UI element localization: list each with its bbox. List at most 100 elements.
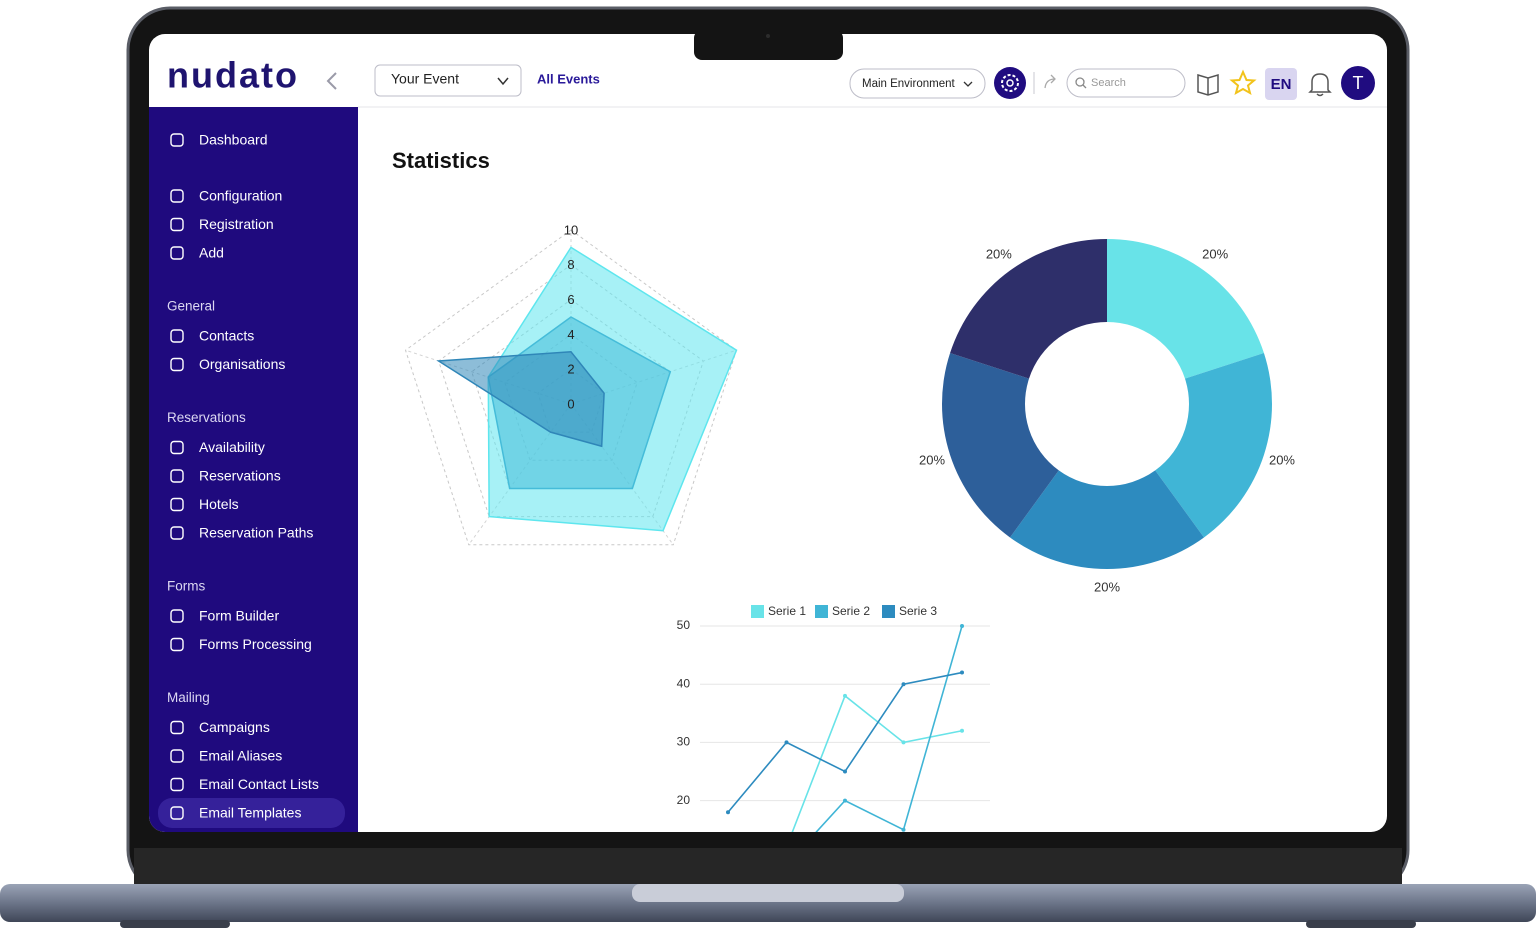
menu-item[interactable]: Form Builder [199, 608, 279, 624]
menu-item[interactable]: Campaigns [199, 719, 270, 735]
radar-grid [404, 229, 738, 546]
menu-icon [170, 469, 184, 483]
y-tick-label: 50 [677, 618, 691, 632]
radar-tick-label: 0 [567, 396, 574, 411]
sidebar-section-title: Mailing [167, 690, 210, 705]
charts: 0 2 4 6 8 10 20% 20% 20% 20% 20% 20 30 40 50 Serie 1 Ser… [404, 222, 1295, 832]
sidebar [149, 107, 358, 832]
sidebar-section-title: Reservations [167, 410, 246, 425]
legend-swatch [882, 605, 895, 618]
dropdown-icon [497, 77, 509, 86]
line-point [901, 682, 906, 687]
menu-item[interactable]: Email Aliases [199, 748, 282, 764]
menu-icon [170, 246, 184, 260]
language-button[interactable] [1265, 68, 1297, 100]
settings-button[interactable] [994, 67, 1026, 99]
search-box[interactable] [1066, 68, 1186, 98]
radar-tick-label: 10 [564, 222, 578, 237]
menu-item[interactable]: Dashboard [199, 132, 268, 148]
menu-item[interactable]: Email Contact Lists [199, 776, 319, 792]
menu-item[interactable]: Configuration [199, 188, 282, 204]
donut-label: 20% [1094, 579, 1120, 594]
environment-select-label: Main Environment [862, 78, 955, 90]
search-icon [1075, 77, 1085, 87]
menu-item[interactable]: Reservation Paths [199, 525, 313, 541]
donut-slice [942, 353, 1059, 538]
menu-icon [170, 777, 184, 792]
menu-item[interactable]: Contacts [199, 328, 254, 344]
legend-label: Serie 2 [832, 604, 870, 618]
share-button[interactable] [1044, 74, 1056, 89]
y-tick-label: 30 [677, 735, 691, 749]
menu-icon [170, 189, 184, 203]
donut-label: 20% [986, 247, 1012, 262]
camera-notch [694, 30, 843, 60]
menu-item[interactable]: Forms Processing [199, 636, 312, 652]
docs-button[interactable] [1197, 73, 1219, 96]
gear-icon [1001, 74, 1019, 92]
avatar[interactable] [1341, 66, 1375, 100]
y-tick-label: 20 [677, 793, 691, 807]
menu-icon [170, 720, 184, 735]
favorite-button[interactable] [1229, 69, 1257, 96]
sidebar-menu: Dashboard Configuration Registration Add Gen… [158, 132, 345, 828]
dropdown-icon [963, 81, 973, 87]
environment-select[interactable] [849, 68, 986, 99]
menu-item[interactable]: Organisations [199, 356, 285, 372]
donut-slice [1155, 353, 1272, 538]
all-events-link[interactable]: All Events [537, 71, 600, 86]
line-point [843, 769, 847, 774]
camera [766, 34, 770, 38]
page-title: Statistics [392, 148, 490, 173]
sidebar-section-title: Forms [167, 579, 205, 594]
menu-icon [170, 749, 184, 763]
donut-label: 20% [919, 452, 945, 467]
line-point [784, 740, 789, 745]
line-point [843, 798, 847, 803]
menu-item[interactable]: Add [199, 245, 224, 261]
menu-item[interactable]: Hotels [199, 496, 239, 512]
notifications-button[interactable] [1308, 73, 1332, 97]
menu-icon [170, 497, 184, 512]
legend-swatch [815, 605, 828, 618]
menu-icon [170, 357, 184, 372]
donut-label: 20% [1269, 452, 1295, 467]
logo[interactable]: nudato [167, 55, 299, 96]
legend-swatch [751, 605, 764, 618]
line-point [960, 670, 964, 675]
menu-item[interactable]: Email Templates [199, 805, 301, 821]
menu-icon [170, 526, 184, 540]
bezel-bottom [134, 848, 1402, 884]
gear-icon [1006, 79, 1014, 87]
donut-slice [1010, 470, 1204, 570]
menu-icon [170, 806, 184, 820]
event-select-label: Your Event [391, 71, 459, 87]
menu-icon [170, 329, 184, 343]
language-label: EN [1271, 76, 1292, 93]
sidebar-section-title: General [167, 299, 215, 314]
search-icon [1082, 84, 1087, 89]
radar-area [436, 351, 605, 448]
radar-tick-label: 6 [567, 292, 574, 307]
radar-tick-label: 8 [567, 257, 574, 272]
active-item-bg [158, 798, 345, 828]
foot [120, 920, 230, 928]
donut-slice [1107, 239, 1264, 379]
menu-item[interactable]: Reservations [199, 468, 281, 484]
menu-icon [170, 133, 184, 147]
line-point [843, 693, 847, 698]
menu-icon [170, 440, 184, 455]
collapse-button[interactable] [326, 72, 337, 90]
legend-label: Serie 1 [768, 604, 806, 618]
menu-item[interactable]: Registration [199, 216, 274, 232]
line-point [960, 624, 964, 628]
laptop-base [0, 884, 1536, 922]
avatar-initial: T [1353, 73, 1364, 93]
line-point [901, 740, 906, 745]
line-point [726, 810, 730, 815]
menu-item[interactable]: Availability [199, 439, 265, 455]
menu-icon [170, 637, 184, 652]
event-select[interactable] [374, 64, 522, 97]
radar-tick-label: 2 [567, 362, 574, 377]
